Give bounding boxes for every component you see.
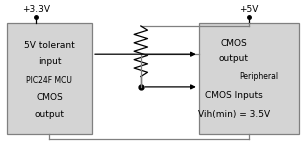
Text: CMOS: CMOS	[36, 93, 63, 102]
Text: output: output	[219, 54, 249, 63]
FancyBboxPatch shape	[7, 23, 92, 134]
Text: 5V tolerant: 5V tolerant	[24, 41, 75, 50]
Text: PIC24F MCU: PIC24F MCU	[27, 76, 73, 85]
Text: input: input	[38, 57, 61, 66]
Text: CMOS Inputs: CMOS Inputs	[205, 91, 263, 100]
Text: Peripheral: Peripheral	[239, 72, 278, 81]
Text: output: output	[35, 110, 65, 119]
FancyBboxPatch shape	[199, 23, 299, 134]
Text: +5V: +5V	[239, 5, 259, 14]
Text: Vih(min) = 3.5V: Vih(min) = 3.5V	[198, 110, 270, 119]
Text: CMOS: CMOS	[221, 39, 247, 48]
Text: +3.3V: +3.3V	[22, 5, 50, 14]
